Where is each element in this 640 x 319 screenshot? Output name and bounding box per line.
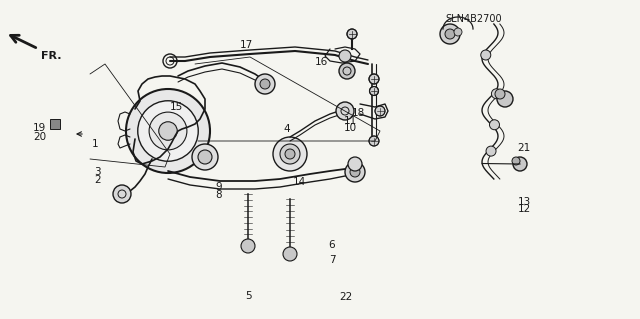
Circle shape bbox=[350, 167, 360, 177]
Circle shape bbox=[486, 146, 496, 156]
Circle shape bbox=[454, 28, 462, 36]
Text: 8: 8 bbox=[216, 189, 222, 200]
Circle shape bbox=[284, 248, 296, 260]
Text: 10: 10 bbox=[344, 123, 357, 133]
Text: 16: 16 bbox=[315, 57, 328, 67]
Circle shape bbox=[339, 63, 355, 79]
Text: 6: 6 bbox=[328, 240, 335, 250]
Circle shape bbox=[369, 86, 378, 95]
Circle shape bbox=[347, 29, 357, 39]
Text: 3: 3 bbox=[94, 167, 100, 177]
Circle shape bbox=[192, 144, 218, 170]
Text: SLN4B2700: SLN4B2700 bbox=[445, 14, 502, 24]
Text: 18: 18 bbox=[352, 108, 365, 118]
Text: 22: 22 bbox=[339, 292, 352, 302]
Circle shape bbox=[138, 101, 198, 161]
Circle shape bbox=[260, 79, 270, 89]
Circle shape bbox=[513, 157, 527, 171]
Circle shape bbox=[495, 89, 505, 99]
Circle shape bbox=[285, 149, 295, 159]
Circle shape bbox=[242, 240, 254, 252]
Circle shape bbox=[149, 112, 187, 150]
Text: 20: 20 bbox=[33, 131, 46, 142]
Text: 2: 2 bbox=[94, 175, 100, 185]
Circle shape bbox=[440, 24, 460, 44]
Text: 4: 4 bbox=[284, 124, 290, 134]
Circle shape bbox=[490, 120, 499, 130]
Text: 12: 12 bbox=[518, 204, 531, 214]
Text: FR.: FR. bbox=[41, 51, 62, 61]
Circle shape bbox=[445, 29, 455, 39]
Text: 7: 7 bbox=[330, 255, 336, 265]
Circle shape bbox=[51, 120, 59, 128]
Circle shape bbox=[375, 106, 385, 116]
Text: 13: 13 bbox=[518, 197, 531, 207]
Text: 21: 21 bbox=[517, 143, 530, 153]
Text: 19: 19 bbox=[33, 123, 46, 133]
Circle shape bbox=[481, 50, 491, 60]
Circle shape bbox=[280, 144, 300, 164]
Circle shape bbox=[497, 91, 513, 107]
Text: 15: 15 bbox=[170, 102, 182, 112]
Circle shape bbox=[492, 89, 501, 99]
Circle shape bbox=[255, 74, 275, 94]
Text: 1: 1 bbox=[92, 139, 98, 149]
Circle shape bbox=[126, 89, 210, 173]
Circle shape bbox=[345, 162, 365, 182]
Circle shape bbox=[512, 157, 520, 165]
Text: 9: 9 bbox=[216, 182, 222, 192]
Circle shape bbox=[273, 137, 307, 171]
Circle shape bbox=[159, 122, 177, 140]
Circle shape bbox=[241, 239, 255, 253]
Circle shape bbox=[369, 136, 379, 146]
Text: 17: 17 bbox=[240, 40, 253, 50]
Circle shape bbox=[369, 74, 379, 84]
Text: 11: 11 bbox=[344, 115, 357, 126]
Circle shape bbox=[339, 50, 351, 62]
Polygon shape bbox=[50, 119, 60, 129]
Text: 14: 14 bbox=[293, 177, 306, 187]
Circle shape bbox=[113, 185, 131, 203]
Circle shape bbox=[198, 150, 212, 164]
Circle shape bbox=[348, 157, 362, 171]
Circle shape bbox=[336, 102, 354, 120]
Text: 5: 5 bbox=[245, 291, 252, 301]
Circle shape bbox=[283, 247, 297, 261]
